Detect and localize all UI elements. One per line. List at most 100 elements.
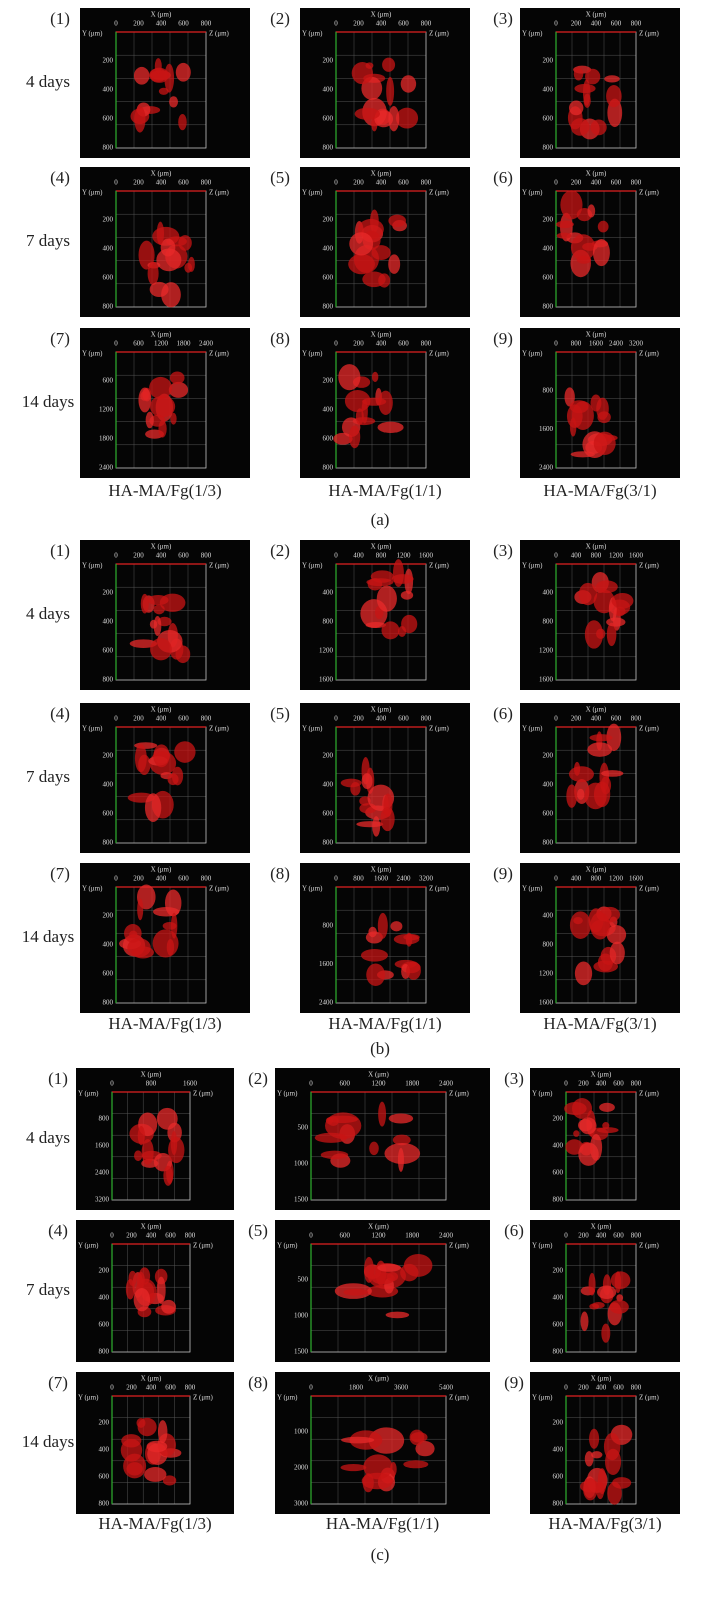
cell-cluster	[390, 1462, 397, 1477]
y-axis-title: Y (μm)	[277, 1090, 298, 1098]
y-tick-label: 800	[103, 303, 114, 311]
x-axis-title: X (μm)	[141, 1223, 162, 1231]
cell-cluster	[354, 107, 381, 120]
y-tick-label: 400	[553, 1294, 564, 1302]
cell-cluster	[597, 220, 609, 233]
cell-cluster	[570, 451, 595, 458]
cell-cluster	[566, 784, 578, 808]
y-axis-title: Y (μm)	[302, 885, 323, 893]
y-tick-label: 600	[543, 810, 554, 818]
y-tick-label: 1200	[99, 406, 114, 414]
cell-cluster	[569, 911, 592, 939]
cell-cluster	[169, 371, 185, 385]
cell-cluster	[137, 898, 144, 921]
cell-cluster	[166, 938, 175, 956]
y-tick-label: 800	[543, 386, 554, 394]
cell-cluster	[320, 1150, 349, 1160]
cell-cluster	[349, 232, 374, 256]
x-tick-label: 3600	[394, 1384, 409, 1392]
x-tick-label: 400	[591, 179, 602, 187]
x-tick-label: 0	[554, 340, 558, 348]
y-tick-label: 400	[99, 1446, 110, 1454]
x-tick-label: 0	[334, 340, 338, 348]
x-tick-label: 800	[631, 179, 642, 187]
cell-cluster	[134, 106, 146, 133]
y-tick-label: 800	[323, 839, 334, 847]
y-tick-label: 400	[323, 781, 334, 789]
cell-cluster	[150, 638, 172, 661]
z-axis-title: Z (μm)	[209, 189, 230, 197]
cell-cluster	[388, 106, 400, 132]
x-tick-label: 1800	[177, 340, 192, 348]
cell-cluster	[601, 1323, 611, 1343]
image-number: (8)	[270, 329, 290, 348]
image-number: (2)	[270, 541, 290, 560]
x-tick-label: 800	[353, 875, 364, 883]
cell-cluster	[377, 912, 388, 939]
row-label: 4 days	[26, 72, 70, 91]
micrograph: X (μm) Y (μm) Z (μm) 0 200 400 600 800 200 400 600…	[520, 703, 680, 853]
y-tick-label: 2400	[95, 1169, 110, 1177]
micrograph: X (μm) Y (μm) Z (μm) 0 200 400 600 800 200 400 600…	[530, 1220, 680, 1362]
x-tick-label: 1800	[405, 1080, 420, 1088]
micrograph: X (μm) Y (μm) Z (μm) 0 800 1600 2400 3200 800 160…	[520, 328, 680, 478]
y-tick-label: 1000	[294, 1160, 309, 1168]
cell-cluster	[178, 113, 187, 131]
cell-cluster	[574, 961, 593, 986]
x-tick-label: 800	[421, 715, 432, 723]
cell-cluster	[157, 1420, 168, 1444]
column-label: HA-MA/Fg(3/1)	[543, 1014, 656, 1033]
y-tick-label: 200	[103, 752, 114, 760]
image-number: (3)	[504, 1069, 524, 1088]
x-tick-label: 400	[596, 1232, 607, 1240]
micrograph: X (μm) Y (μm) Z (μm) 0 400 800 1200 1600 400 800 1…	[520, 863, 680, 1013]
image-number: (2)	[270, 9, 290, 28]
cell-cluster	[129, 639, 158, 648]
x-tick-label: 0	[334, 179, 338, 187]
z-axis-title: Z (μm)	[193, 1394, 214, 1402]
cell-cluster	[184, 262, 193, 273]
cell-cluster	[587, 742, 613, 757]
image-background	[300, 863, 470, 1013]
cell-cluster	[377, 421, 404, 433]
x-axis-title: X (μm)	[371, 331, 392, 339]
cell-cluster	[146, 1440, 168, 1453]
cell-cluster	[611, 592, 634, 609]
cell-cluster	[355, 408, 364, 425]
x-tick-label: 200	[571, 20, 582, 28]
x-tick-label: 0	[110, 1232, 114, 1240]
z-axis-title: Z (μm)	[639, 350, 660, 358]
panel-label: (a)	[371, 510, 390, 529]
y-axis-title: Y (μm)	[302, 562, 323, 570]
cell-cluster	[606, 723, 622, 752]
y-tick-label: 600	[99, 1321, 110, 1329]
y-tick-label: 400	[323, 406, 334, 414]
x-tick-label: 0	[334, 715, 338, 723]
z-axis-title: Z (μm)	[639, 562, 660, 570]
x-tick-label: 600	[398, 340, 409, 348]
y-tick-label: 400	[323, 245, 334, 253]
cell-cluster	[573, 67, 584, 81]
cell-cluster	[589, 1303, 600, 1310]
x-tick-label: 800	[185, 1384, 196, 1392]
y-axis-title: Y (μm)	[532, 1394, 553, 1402]
cell-cluster	[158, 87, 169, 95]
cell-cluster	[159, 593, 186, 612]
x-axis-title: X (μm)	[371, 706, 392, 714]
x-axis-title: X (μm)	[368, 1375, 389, 1383]
y-axis-title: Y (μm)	[522, 350, 543, 358]
micrograph: X (μm) Y (μm) Z (μm) 0 200 400 600 800 200 400 600…	[76, 1372, 234, 1514]
y-tick-label: 2400	[539, 464, 554, 472]
cell-cluster	[400, 1263, 419, 1282]
x-tick-label: 2400	[397, 875, 412, 883]
x-axis-title: X (μm)	[586, 866, 607, 874]
y-tick-label: 400	[543, 86, 554, 94]
x-tick-label: 3200	[419, 875, 434, 883]
micrograph: X (μm) Y (μm) Z (μm) 0 200 400 600 800 200 400 600…	[300, 167, 470, 317]
micrograph: X (μm) Y (μm) Z (μm) 0 600 1200 1800 2400 500 100…	[275, 1068, 490, 1210]
y-tick-label: 1000	[294, 1428, 309, 1436]
micrograph: X (μm) Y (μm) Z (μm) 0 200 400 600 800 200 400 600…	[80, 8, 250, 158]
cell-cluster	[369, 1141, 379, 1156]
cell-cluster	[363, 1454, 393, 1480]
y-tick-label: 200	[103, 57, 114, 65]
